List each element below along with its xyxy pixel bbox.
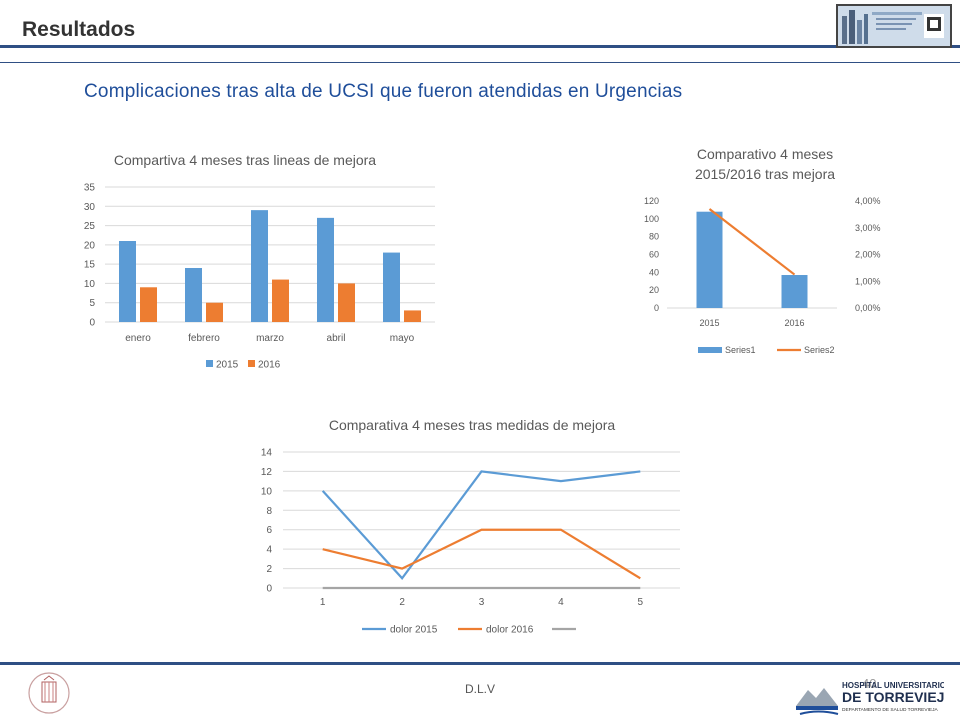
y-tick-label: 5 [89,298,95,309]
hospital-logo-line2: DE TORREVIEJA [842,689,944,705]
legend-label: Series1 [725,345,756,355]
y2-tick-label: 3,00% [855,223,881,233]
hospital-torrevieja-logo: HOSPITAL UNIVERSITARIO DE TORREVIEJA DEP… [794,676,955,718]
bar [338,283,355,322]
x-tick-label: enero [125,333,151,344]
y2-tick-label: 2,00% [855,250,881,260]
series-line [708,208,796,276]
series-line [322,528,641,580]
y2-tick-label: 0,00% [855,303,881,313]
header-divider-thin [0,62,960,63]
bar-chart-monthly: Compartiva 4 meses tras lineas de mejora… [60,140,450,375]
bar [251,210,268,322]
x-tick-label: febrero [188,333,220,344]
y-tick-label: 2 [266,564,272,575]
legend-label: Series2 [804,345,835,355]
y-tick-label: 30 [84,202,96,213]
conference-banner-icon [836,4,952,48]
header-divider [0,45,960,48]
legend-label: 2016 [258,360,281,371]
bar [140,287,157,322]
x-tick-label: 2016 [784,318,804,328]
x-tick-label: 3 [479,597,485,608]
y-tick-label: 20 [84,240,96,251]
bar [404,310,421,322]
y-tick-label: 6 [266,525,272,536]
combo-chart-yearly: Comparativo 4 meses 2015/2016 tras mejora… [622,138,912,366]
bar-chart-monthly-svg: Compartiva 4 meses tras lineas de mejora… [84,152,435,371]
y-tick-label: 14 [261,448,273,459]
bar [119,241,136,322]
y-tick-label: 10 [84,279,96,290]
chart-title: Comparativo 4 meses [697,146,833,162]
y-tick-label: 100 [644,214,659,224]
x-tick-label: 4 [558,597,564,608]
slide-subtitle: Complicaciones tras alta de UCSI que fue… [84,81,683,102]
y-tick-label: 120 [644,196,659,206]
y-tick-label: 12 [261,467,273,478]
y-tick-label: 25 [84,221,96,232]
y-tick-label: 60 [649,250,659,260]
page-title: Resultados [22,18,136,41]
y-tick-label: 35 [84,183,96,194]
bar [383,252,400,322]
y-tick-label: 15 [84,260,96,271]
legend-swatch [206,360,213,367]
line-chart-pain-svg: Comparativa 4 meses tras medidas de mejo… [261,417,680,636]
hospital-logo-line1: HOSPITAL UNIVERSITARIO [842,681,944,690]
chart-title: 2015/2016 tras mejora [695,166,835,182]
page-number: 40 [862,676,877,691]
chart-title: Comparativa 4 meses tras medidas de mejo… [329,417,616,433]
x-tick-label: 2015 [699,318,719,328]
y-tick-label: 80 [649,232,659,242]
footer-author: D.L.V [464,682,495,696]
hospital-logo-line3: DEPARTAMENTO DE SALUD TORREVIEJA [842,707,938,713]
bar [781,275,808,308]
y-tick-label: 0 [266,584,272,595]
combo-chart-yearly-svg: Comparativo 4 meses 2015/2016 tras mejora… [644,146,881,355]
x-tick-label: 1 [320,597,326,608]
bar [696,211,723,308]
x-tick-label: marzo [256,333,284,344]
y-tick-label: 4 [266,545,272,556]
y2-tick-label: 4,00% [855,196,881,206]
line-chart-pain: Comparativa 4 meses tras medidas de mejo… [240,405,690,645]
y-tick-label: 0 [654,303,659,313]
legend-label: 2015 [216,360,239,371]
x-tick-label: 5 [638,597,644,608]
footer-divider [0,662,960,665]
bar [272,279,289,322]
y-tick-label: 20 [649,285,659,295]
bar [206,302,223,322]
x-tick-label: 2 [399,597,405,608]
x-tick-label: mayo [390,333,415,344]
y-tick-label: 8 [266,506,272,517]
generalitat-valenciana-seal-icon [24,670,74,716]
legend-label: dolor 2015 [390,625,438,636]
y-tick-label: 10 [261,486,273,497]
legend-label: dolor 2016 [486,625,534,636]
chart-title: Compartiva 4 meses tras lineas de mejora [114,152,376,168]
x-tick-label: abril [327,333,346,344]
y-tick-label: 0 [89,318,95,329]
series-line [321,470,641,581]
y-tick-label: 40 [649,267,659,277]
y2-tick-label: 1,00% [855,276,881,286]
bar [185,268,202,322]
bar [317,217,334,322]
legend-swatch [248,360,255,367]
